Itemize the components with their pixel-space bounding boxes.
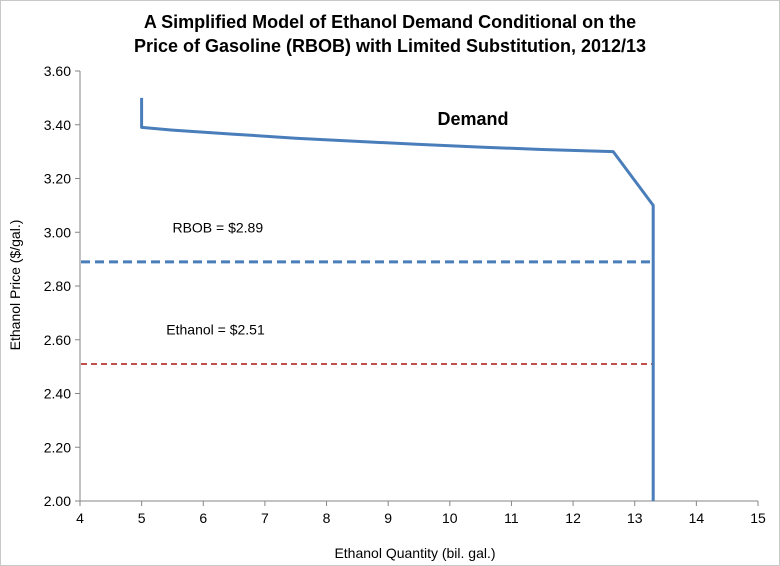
x-tick-label: 10: [442, 510, 458, 526]
x-tick-label: 9: [384, 510, 392, 526]
y-tick-label: 2.20: [44, 439, 71, 455]
x-tick-label: 13: [627, 510, 643, 526]
y-tick-label: 2.80: [44, 278, 71, 294]
x-tick-label: 14: [689, 510, 705, 526]
x-tick-label: 6: [199, 510, 207, 526]
y-tick-label: 3.40: [44, 117, 71, 133]
plot-area: 2.00 2.20 2.40 2.60 2.80 3.00 3.20 3.40 3.60 4 5 6 7…: [44, 63, 766, 526]
y-tick-label: 3.20: [44, 171, 71, 187]
x-tick-label: 11: [504, 510, 519, 526]
chart-title-line-1: A Simplified Model of Ethanol Demand Con…: [144, 12, 636, 32]
y-tick-label: 2.60: [44, 332, 71, 348]
x-tick-label: 15: [750, 510, 766, 526]
x-tick-label: 5: [138, 510, 146, 526]
y-tick-label: 2.00: [44, 493, 71, 509]
x-tick-label: 8: [323, 510, 331, 526]
y-tick-label: 2.40: [44, 386, 71, 402]
x-tick-label: 12: [565, 510, 581, 526]
ethanol-label: Ethanol = $2.51: [166, 321, 265, 337]
y-tick-label: 3.60: [44, 63, 71, 79]
demand-curve-line: [140, 97, 655, 501]
x-tick-label: 7: [261, 510, 269, 526]
demand-label: Demand: [437, 109, 508, 129]
rbob-label: RBOB = $2.89: [172, 219, 263, 235]
chart-title-line-2: Price of Gasoline (RBOB) with Limited Su…: [134, 36, 646, 56]
y-axis-title: Ethanol Price ($/gal.): [7, 220, 23, 351]
x-tick-label: 4: [76, 510, 84, 526]
x-axis-title: Ethanol Quantity (bil. gal.): [334, 545, 495, 561]
y-tick-label: 3.00: [44, 224, 71, 240]
